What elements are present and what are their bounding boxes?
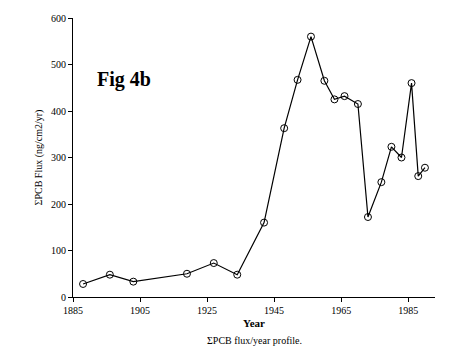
svg-text:300: 300: [51, 152, 66, 163]
svg-text:Year: Year: [243, 317, 265, 329]
svg-text:400: 400: [51, 106, 66, 117]
svg-text:Fig 4b: Fig 4b: [97, 68, 151, 91]
svg-text:600: 600: [51, 13, 66, 24]
svg-text:ΣPCB Flux (ng/cm2/yr): ΣPCB Flux (ng/cm2/yr): [33, 110, 45, 206]
svg-text:1985: 1985: [398, 305, 418, 316]
svg-text:1905: 1905: [130, 305, 150, 316]
svg-text:1965: 1965: [331, 305, 351, 316]
svg-text:1925: 1925: [197, 305, 217, 316]
svg-text:500: 500: [51, 59, 66, 70]
svg-text:ΣPCB flux/year profile.: ΣPCB flux/year profile.: [207, 335, 302, 346]
svg-text:0: 0: [61, 292, 66, 303]
svg-text:200: 200: [51, 199, 66, 210]
svg-text:1945: 1945: [264, 305, 284, 316]
svg-text:1885: 1885: [63, 305, 83, 316]
svg-text:100: 100: [51, 245, 66, 256]
